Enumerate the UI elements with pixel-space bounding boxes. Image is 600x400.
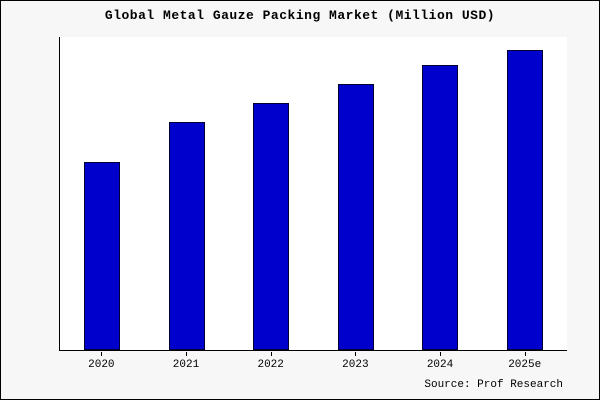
- source-note: Source: Prof Research: [424, 379, 563, 391]
- bar-2025e: [506, 49, 543, 350]
- bar-2022: [253, 102, 290, 350]
- x-tick-label-2024: 2024: [398, 352, 483, 371]
- bar-slot: [145, 37, 230, 350]
- x-tick-label-2025e: 2025e: [482, 352, 567, 371]
- chart-title: Global Metal Gauze Packing Market (Milli…: [104, 8, 496, 23]
- bar-2024: [422, 65, 459, 350]
- bar-2020: [84, 162, 121, 350]
- bar-slot: [314, 37, 399, 350]
- x-tick-label-2022: 2022: [228, 352, 313, 371]
- x-tick-label-2020: 2020: [59, 352, 144, 371]
- bar-2023: [337, 83, 374, 350]
- plot-area: [59, 37, 567, 351]
- bar-slot: [398, 37, 483, 350]
- bar-2021: [168, 121, 205, 350]
- bar-slot: [60, 37, 145, 350]
- bars-container: [60, 37, 567, 350]
- x-tick-label-2021: 2021: [144, 352, 229, 371]
- x-tick-label-2023: 2023: [313, 352, 398, 371]
- x-axis-labels: 2020 2021 2022 2023 2024 2025e: [59, 352, 567, 371]
- bar-slot: [229, 37, 314, 350]
- bar-slot: [483, 37, 568, 350]
